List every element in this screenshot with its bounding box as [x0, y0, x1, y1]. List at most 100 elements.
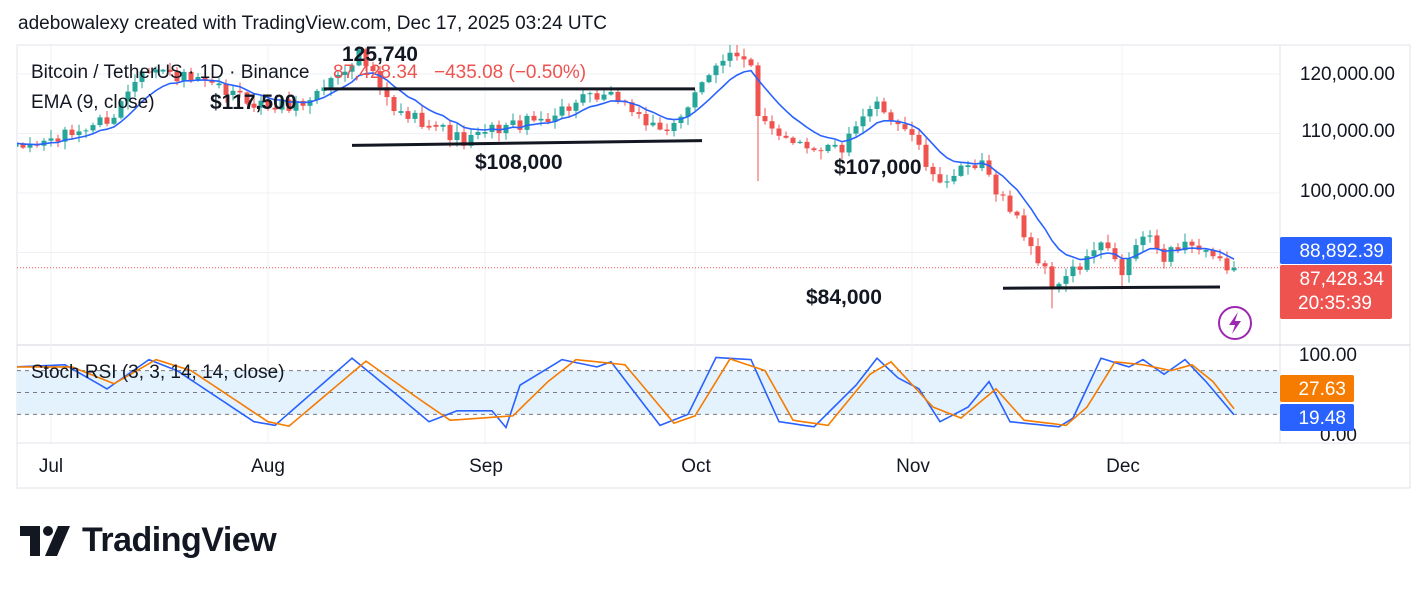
candle: [874, 96, 880, 117]
candle: [559, 98, 565, 119]
candle: [90, 122, 96, 134]
candle: [552, 108, 558, 129]
candle: [503, 122, 509, 140]
candle: [678, 114, 684, 129]
candle: [517, 114, 523, 134]
price-tick-100000: 100,000.00: [1300, 181, 1395, 202]
candle: [1028, 232, 1034, 255]
candle: [685, 106, 691, 126]
legend-stoch[interactable]: Stoch RSI (3, 3, 14, 14, close): [31, 362, 284, 383]
candle: [734, 45, 740, 61]
candle: [1000, 191, 1006, 201]
candle: [433, 121, 439, 131]
candle: [1084, 249, 1090, 272]
candle: [762, 107, 768, 125]
candle: [811, 146, 817, 152]
candle: [587, 91, 593, 103]
annotation-high: 125,740: [342, 43, 418, 66]
candle: [958, 163, 964, 177]
month-label-sep: Sep: [469, 456, 503, 477]
candle: [1175, 243, 1181, 254]
candle: [160, 68, 166, 74]
stoch-d-line: [17, 357, 1235, 427]
candle: [230, 85, 236, 101]
candles: [17, 45, 1237, 309]
candle: [1077, 262, 1083, 275]
candle: [566, 103, 572, 118]
candle: [902, 116, 908, 132]
candle: [69, 124, 75, 140]
candle: [923, 138, 929, 171]
candle: [398, 103, 404, 116]
candle: [706, 73, 712, 84]
stoch-k-text: 19.48: [1298, 408, 1346, 429]
legend-change: −435.08 (−0.50%): [434, 62, 586, 83]
candle: [580, 88, 586, 106]
candle: [251, 97, 257, 112]
candle: [272, 101, 278, 113]
candle: [888, 109, 894, 126]
candle: [671, 119, 677, 137]
candle: [510, 113, 516, 127]
price-tick-120000: 120,000.00: [1300, 64, 1395, 85]
candle: [713, 63, 719, 84]
candle: [461, 125, 467, 150]
candle: [818, 147, 824, 160]
candle: [181, 68, 187, 88]
candle: [482, 124, 488, 138]
candle: [139, 67, 145, 89]
candle: [664, 123, 670, 136]
candle: [944, 174, 950, 189]
candle: [111, 113, 117, 126]
ema-value-text: 88,892.39: [1299, 241, 1384, 262]
trendlines[interactable]: [324, 87, 1221, 290]
candle: [314, 88, 320, 104]
candle: [496, 120, 502, 142]
candle: [769, 115, 775, 135]
trendline: [351, 139, 703, 147]
stoch-d-text: 27.63: [1298, 379, 1346, 400]
legend-ema[interactable]: EMA (9, close): [31, 92, 155, 113]
lightning-icon[interactable]: [1218, 306, 1252, 340]
candle: [755, 62, 761, 182]
candle: [650, 114, 656, 127]
candle: [1231, 261, 1237, 272]
candle: [524, 113, 530, 135]
stoch-k-line: [17, 356, 1235, 430]
candle: [776, 124, 782, 141]
candle: [258, 94, 264, 115]
candle: [930, 162, 936, 182]
candle: [1105, 234, 1111, 251]
candle: [993, 169, 999, 202]
candle: [1203, 248, 1209, 258]
candle: [307, 97, 313, 114]
candle: [1049, 262, 1055, 309]
trendline: [1002, 285, 1221, 290]
chart-canvas[interactable]: 125,740 $117,500 $108,000 $107,000 $84,0…: [0, 0, 1427, 500]
candle: [846, 127, 852, 157]
candle: [1007, 190, 1013, 214]
candle: [216, 77, 222, 89]
tradingview-logo-icon: [20, 525, 70, 556]
ema-value-badge: [1280, 237, 1392, 264]
candle: [531, 111, 537, 123]
candle: [657, 117, 663, 131]
legend-symbol[interactable]: Bitcoin / TetherUS · 1D · Binance: [31, 62, 309, 83]
candle: [636, 106, 642, 119]
candle: [48, 129, 54, 147]
candle: [1098, 241, 1104, 259]
month-label-aug: Aug: [251, 456, 285, 477]
candle: [573, 99, 579, 119]
candle: [699, 81, 705, 95]
candle: [1161, 243, 1167, 269]
candle: [748, 57, 754, 67]
candle: [349, 62, 355, 80]
price-tick-110000: 110,000.00: [1301, 121, 1395, 142]
month-label-oct: Oct: [681, 456, 711, 477]
candle: [426, 119, 432, 131]
tradingview-logo[interactable]: TradingView: [20, 521, 277, 560]
candle: [167, 62, 173, 76]
candle: [356, 46, 362, 67]
candle: [17, 143, 19, 147]
candle: [300, 98, 306, 111]
